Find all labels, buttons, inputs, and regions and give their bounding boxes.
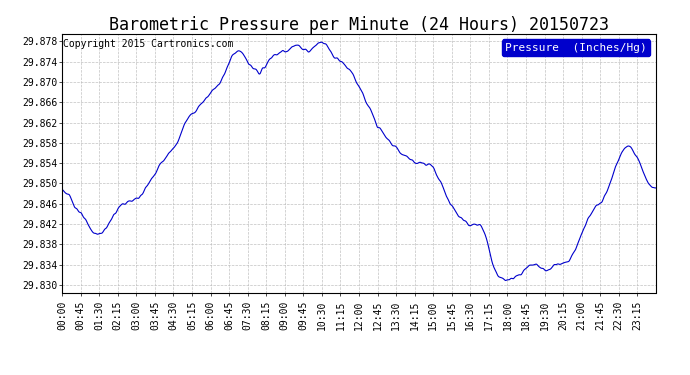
Title: Barometric Pressure per Minute (24 Hours) 20150723: Barometric Pressure per Minute (24 Hours…: [109, 16, 609, 34]
Text: Copyright 2015 Cartronics.com: Copyright 2015 Cartronics.com: [63, 39, 233, 49]
Legend: Pressure  (Inches/Hg): Pressure (Inches/Hg): [502, 39, 650, 56]
